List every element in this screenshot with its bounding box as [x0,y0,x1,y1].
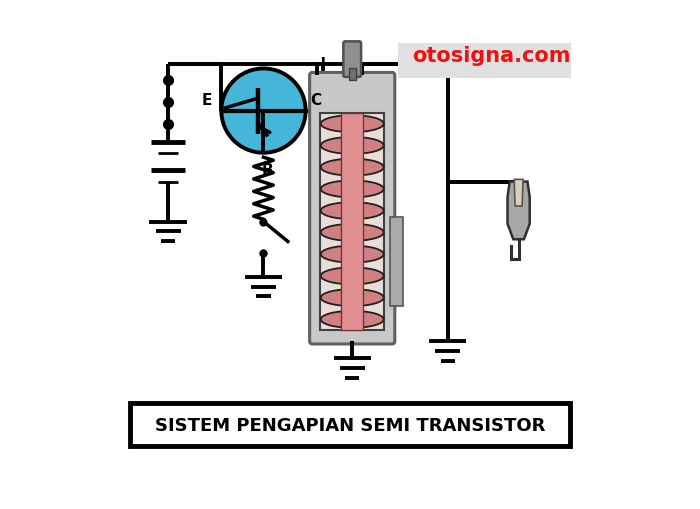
Polygon shape [514,180,523,207]
FancyBboxPatch shape [309,73,395,344]
Ellipse shape [321,268,384,285]
Text: E: E [202,93,213,108]
Ellipse shape [321,137,384,155]
Text: B: B [262,162,274,177]
Text: C: C [310,93,321,108]
FancyBboxPatch shape [343,42,361,78]
Ellipse shape [321,246,384,263]
Text: otosigna.com: otosigna.com [412,46,571,66]
Ellipse shape [321,181,384,198]
Text: −: − [363,54,382,74]
Ellipse shape [321,224,384,241]
Text: +: + [314,54,332,74]
Ellipse shape [321,203,384,220]
Text: SISTEM PENGAPIAN SEMI TRANSISTOR: SISTEM PENGAPIAN SEMI TRANSISTOR [155,416,545,434]
Ellipse shape [321,312,384,328]
Ellipse shape [321,159,384,176]
Ellipse shape [321,116,384,133]
Polygon shape [508,182,530,240]
FancyBboxPatch shape [398,44,570,79]
Bar [349,69,356,80]
Polygon shape [390,218,403,306]
Bar [130,404,570,446]
Bar [341,114,363,330]
Ellipse shape [321,290,384,306]
Bar [321,114,384,330]
Circle shape [221,69,306,153]
